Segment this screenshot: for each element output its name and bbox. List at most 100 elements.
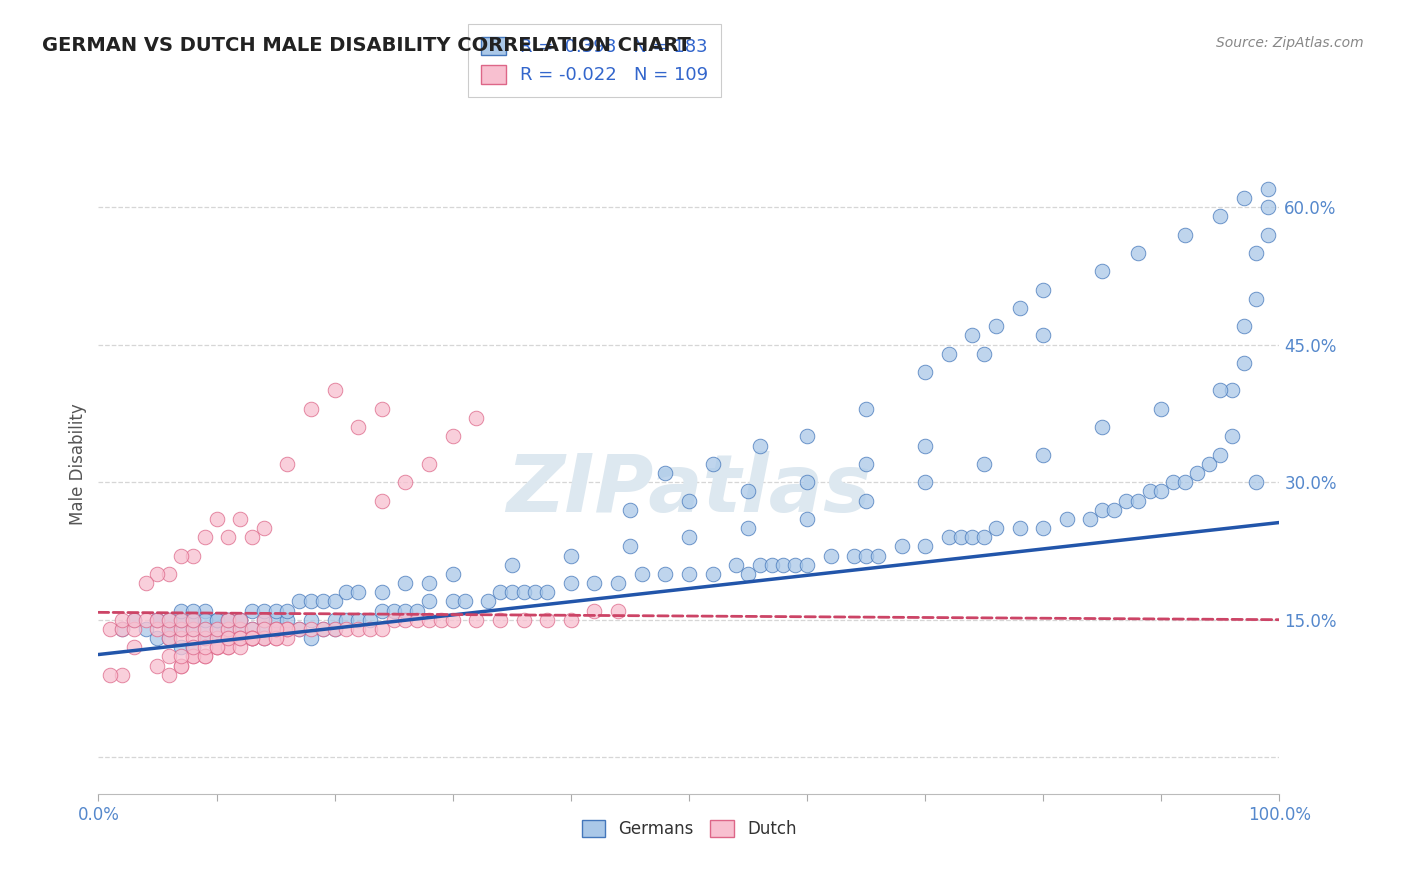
Point <box>702 566 724 581</box>
Point <box>157 566 180 581</box>
Point <box>394 475 416 490</box>
Point <box>489 585 512 599</box>
Point <box>170 622 193 636</box>
Point <box>914 365 936 379</box>
Point <box>394 613 416 627</box>
Point <box>146 613 169 627</box>
Point <box>288 622 311 636</box>
Point <box>1244 475 1267 490</box>
Point <box>785 558 807 572</box>
Point <box>312 594 335 608</box>
Point <box>441 613 464 627</box>
Point <box>560 613 582 627</box>
Point <box>406 613 429 627</box>
Point <box>181 640 204 655</box>
Text: Source: ZipAtlas.com: Source: ZipAtlas.com <box>1216 36 1364 50</box>
Point <box>382 613 405 627</box>
Point <box>229 631 252 645</box>
Point <box>796 512 818 526</box>
Point <box>240 631 263 645</box>
Point <box>194 631 217 645</box>
Point <box>949 530 972 544</box>
Point <box>335 622 357 636</box>
Point <box>194 640 217 655</box>
Point <box>973 347 995 361</box>
Point <box>217 613 239 627</box>
Point <box>181 640 204 655</box>
Point <box>111 622 134 636</box>
Point <box>855 401 877 416</box>
Point <box>205 631 228 645</box>
Point <box>98 622 121 636</box>
Point <box>335 585 357 599</box>
Point <box>678 493 700 508</box>
Point <box>1198 457 1220 471</box>
Point <box>371 603 394 617</box>
Point <box>194 631 217 645</box>
Point <box>501 558 523 572</box>
Point <box>217 631 239 645</box>
Point <box>1161 475 1184 490</box>
Point <box>465 613 488 627</box>
Point <box>217 631 239 645</box>
Point <box>536 585 558 599</box>
Point <box>264 631 287 645</box>
Point <box>702 457 724 471</box>
Point <box>170 613 193 627</box>
Point <box>253 603 276 617</box>
Point <box>335 613 357 627</box>
Point <box>157 622 180 636</box>
Point <box>146 622 169 636</box>
Point <box>418 594 440 608</box>
Point <box>1091 420 1114 434</box>
Point <box>181 613 204 627</box>
Point <box>619 539 641 553</box>
Point <box>253 622 276 636</box>
Point <box>737 484 759 499</box>
Point <box>170 622 193 636</box>
Point <box>157 631 180 645</box>
Point <box>205 640 228 655</box>
Point <box>441 429 464 443</box>
Point <box>170 640 193 655</box>
Point <box>181 549 204 563</box>
Point <box>264 622 287 636</box>
Point <box>135 576 157 591</box>
Point <box>217 613 239 627</box>
Point <box>347 613 370 627</box>
Point <box>170 613 193 627</box>
Point <box>820 549 842 563</box>
Point <box>194 603 217 617</box>
Point <box>737 521 759 535</box>
Point <box>264 613 287 627</box>
Point <box>583 603 606 617</box>
Point <box>122 640 145 655</box>
Point <box>276 613 298 627</box>
Point <box>323 613 346 627</box>
Point <box>418 576 440 591</box>
Point <box>299 594 322 608</box>
Point <box>194 649 217 664</box>
Point <box>761 558 783 572</box>
Point <box>170 603 193 617</box>
Point <box>1080 512 1102 526</box>
Point <box>347 585 370 599</box>
Point <box>264 603 287 617</box>
Point <box>501 585 523 599</box>
Point <box>441 566 464 581</box>
Point <box>1257 200 1279 214</box>
Point <box>1257 182 1279 196</box>
Point <box>890 539 912 553</box>
Point <box>276 622 298 636</box>
Point <box>748 558 770 572</box>
Point <box>914 475 936 490</box>
Point <box>217 631 239 645</box>
Point <box>276 631 298 645</box>
Point <box>288 594 311 608</box>
Point <box>276 603 298 617</box>
Point <box>312 622 335 636</box>
Point <box>512 585 534 599</box>
Point <box>312 622 335 636</box>
Point <box>347 622 370 636</box>
Point <box>240 622 263 636</box>
